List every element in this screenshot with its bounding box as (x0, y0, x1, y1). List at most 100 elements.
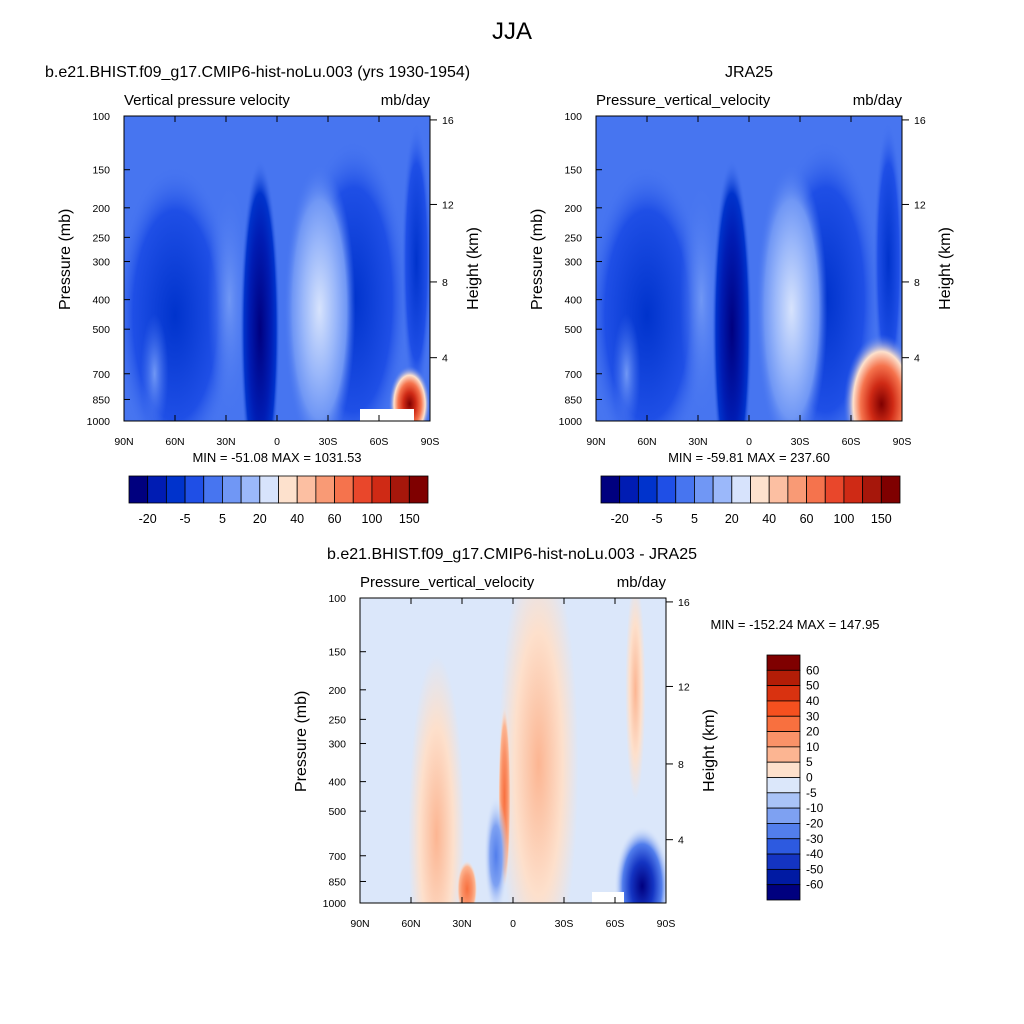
colorbar-label: 150 (399, 512, 420, 526)
y-tick-label: 250 (92, 232, 110, 244)
x-tick-label: 60N (165, 436, 184, 448)
y-right-tick-label: 4 (442, 353, 448, 365)
colorbar-swatch (656, 475, 677, 504)
y-tick-label: 1000 (559, 416, 583, 428)
y-tick-label: 700 (328, 851, 346, 863)
colorbar-label: 40 (290, 512, 304, 526)
y-right-tick-label: 4 (678, 835, 684, 847)
colorbar-label: 30 (806, 709, 820, 723)
antarctic-negative (614, 826, 666, 903)
positive-band-south (625, 598, 646, 800)
y-tick-label: 500 (564, 324, 582, 336)
x-tick-label: 30N (216, 436, 235, 448)
missing-data-mask (592, 892, 624, 903)
y-right-tick-label: 16 (442, 115, 454, 127)
colorbar-swatch (128, 475, 149, 504)
colorbar-swatch (619, 475, 639, 504)
y-tick-label: 300 (92, 257, 110, 269)
colorbar-swatch (824, 475, 845, 504)
x-tick-label: 0 (274, 436, 280, 448)
colorbar-swatch (880, 475, 901, 504)
ascent-region-high (612, 313, 641, 421)
y-tick-label: 850 (564, 394, 582, 406)
y-right-tick-label: 8 (678, 759, 684, 771)
colorbar-label: 100 (362, 512, 383, 526)
y-right-tick-label: 16 (914, 115, 926, 127)
antarctic-hotspot (388, 365, 430, 421)
colorbar-swatch (296, 475, 317, 504)
y-right-tick-label: 16 (678, 597, 690, 609)
y-tick-label: 1000 (323, 898, 347, 910)
page-title: JJA (491, 18, 532, 45)
y-tick-label: 200 (328, 685, 346, 697)
y-right-tick-label: 8 (914, 277, 920, 289)
y-tick-label: 200 (92, 203, 110, 215)
x-tick-label: 30N (452, 918, 471, 930)
itcz-ascent (712, 159, 752, 421)
colorbar-label: -10 (806, 801, 824, 815)
y-tick-label: 250 (328, 714, 346, 726)
colorbar-label: 60 (806, 663, 820, 677)
colorbar: -20 -5 5 20 40 60 100 150 (128, 475, 429, 526)
colorbar-label: -30 (806, 832, 824, 846)
colorbar-swatch (766, 853, 801, 870)
y-axis-label-right: Height (km) (465, 227, 482, 310)
y-tick-label: 500 (328, 806, 346, 818)
colorbar-label: -20 (611, 512, 629, 526)
colorbar-swatch (766, 700, 801, 717)
colorbar-swatch (806, 475, 826, 504)
colorbar-swatch (165, 475, 186, 504)
colorbar-label: 40 (762, 512, 776, 526)
colorbar-swatch (259, 475, 279, 504)
colorbar-swatch (675, 475, 695, 504)
colorbar-label: -50 (806, 862, 824, 876)
colorbar-swatch (768, 475, 789, 504)
colorbar-swatch (766, 761, 801, 778)
colorbar-swatch (766, 884, 801, 901)
y-tick-label: 300 (328, 739, 346, 751)
colorbar-swatch (750, 475, 770, 504)
y-tick-label: 150 (328, 647, 346, 659)
y-tick-label: 850 (92, 394, 110, 406)
colorbar-label: 60 (800, 512, 814, 526)
colorbar-label: 100 (834, 512, 855, 526)
x-tick-label: 60N (401, 918, 420, 930)
colorbar-label: 5 (691, 512, 698, 526)
y-tick-label: 400 (92, 295, 110, 307)
y-tick-label: 400 (564, 295, 582, 307)
y-tick-label: 700 (92, 369, 110, 381)
y-tick-label: 250 (564, 232, 582, 244)
subtropical-descent (283, 164, 356, 421)
y-right-tick-label: 12 (442, 199, 454, 211)
x-tick-label: 30S (555, 918, 574, 930)
x-tick-label: 60N (637, 436, 656, 448)
negative-patch (484, 795, 508, 903)
colorbar-label: -60 (806, 878, 824, 892)
colorbar-swatch (390, 475, 410, 504)
y-tick-label: 500 (92, 324, 110, 336)
positive-band-north (408, 655, 465, 903)
colorbar-label: 5 (806, 755, 813, 769)
case-title: b.e21.BHIST.f09_g17.CMIP6-hist-noLu.003 … (327, 546, 697, 563)
y-tick-label: 150 (92, 165, 110, 177)
colorbar-swatch (600, 475, 621, 504)
y-tick-label: 300 (564, 257, 582, 269)
colorbar-swatch (334, 475, 354, 504)
colorbar-swatch (731, 475, 751, 504)
y-right-tick-label: 12 (678, 681, 690, 693)
colorbar-label: -5 (180, 512, 191, 526)
y-tick-label: 100 (328, 593, 346, 605)
x-tick-label: 90S (657, 918, 676, 930)
y-right-tick-label: 12 (914, 199, 926, 211)
colorbar-swatch (766, 669, 801, 687)
y-right-tick-label: 4 (914, 353, 920, 365)
colorbar-swatch (766, 654, 801, 671)
colorbar-label: -20 (139, 512, 157, 526)
y-tick-label: 200 (564, 203, 582, 215)
units-label: mb/day (381, 92, 431, 109)
x-tick-label: 0 (746, 436, 752, 448)
case-title: b.e21.BHIST.f09_g17.CMIP6-hist-noLu.003 … (45, 64, 470, 81)
colorbar-swatch (184, 475, 205, 504)
